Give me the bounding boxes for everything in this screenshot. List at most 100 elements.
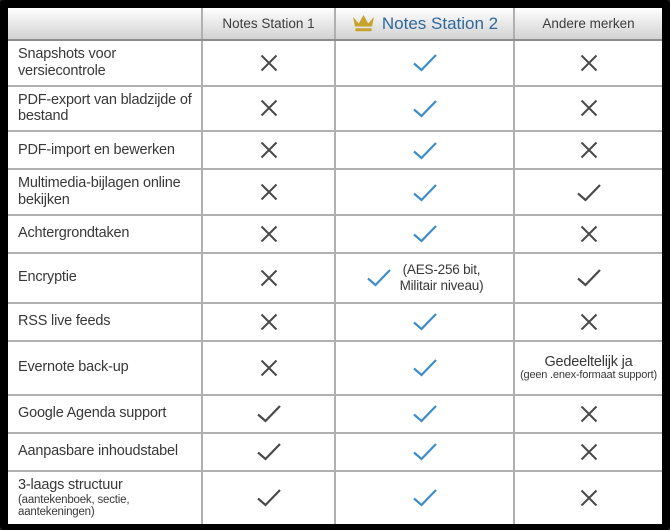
check-icon: [412, 183, 437, 202]
value-cell: [513, 132, 662, 169]
table-row: Achtergrondtaken: [8, 213, 662, 252]
value-cell: [201, 395, 334, 432]
crown-icon: [351, 14, 376, 33]
feature-label-cell: 3-laags structuur (aantekenboek, sectie, …: [8, 472, 201, 524]
cross-icon: [260, 183, 277, 201]
value-cell: [334, 303, 513, 340]
check-icon: [412, 100, 437, 118]
feature-label: PDF-import en bewerken: [18, 141, 175, 158]
partial-subtext: (geen .enex-formaat support): [520, 369, 657, 382]
partial-text: Gedeeltelijk ja: [544, 353, 633, 370]
check-icon: [576, 269, 601, 287]
check-icon: [256, 489, 281, 507]
feature-label-cell: PDF-import en bewerken: [8, 132, 201, 168]
value-cell: [513, 41, 662, 85]
value-cell: [513, 395, 662, 432]
feature-label-cell: Encryptie: [8, 254, 201, 302]
feature-label: Evernote back-up: [18, 359, 129, 376]
value-cell: [334, 86, 513, 131]
table-row: RSS live feeds: [8, 301, 662, 340]
feature-label-cell: Achtergrondtaken: [8, 216, 201, 252]
check-icon: [412, 313, 437, 331]
column-title: Andere merken: [542, 16, 635, 31]
cross-icon: [580, 54, 597, 72]
value-cell: [201, 303, 334, 340]
feature-label-cell: Multimedia-bijlagen online bekijken: [8, 170, 201, 214]
value-cell: [201, 41, 334, 85]
table-row: Google Agenda support: [8, 393, 662, 432]
value-cell: [513, 433, 662, 470]
cross-icon: [580, 313, 597, 331]
value-cell: [334, 41, 513, 85]
check-icon: [412, 225, 437, 243]
value-cell: [201, 215, 334, 252]
feature-label: PDF-export van bladzijde of bestand: [18, 91, 192, 125]
check-icon: [256, 405, 281, 423]
feature-label: Google Agenda support: [18, 405, 167, 422]
column-title: Notes Station 1: [222, 16, 315, 31]
value-cell: [513, 303, 662, 340]
value-cell: [201, 471, 334, 524]
value-cell: [334, 132, 513, 169]
feature-label: Aanpasbare inhoudstabel: [18, 443, 178, 460]
feature-label-cell: Evernote back-up: [8, 342, 201, 394]
feature-label: Achtergrondtaken: [18, 225, 130, 242]
cross-icon: [260, 359, 277, 377]
comparison-table: Notes Station 1 Notes Station 2 Andere m…: [8, 8, 662, 524]
cross-icon: [580, 142, 597, 159]
feature-label-cell: PDF-export van bladzijde of bestand: [8, 87, 201, 131]
table-row: Evernote back-up Gedeeltelijk ja (geen .en…: [8, 339, 662, 394]
table-body: Snapshots voor versiecontrole PDF-export …: [8, 41, 662, 524]
check-icon: [412, 489, 437, 507]
check-icon: [412, 141, 437, 160]
feature-label-cell: Google Agenda support: [8, 396, 201, 432]
feature-label: Encryptie: [18, 269, 77, 286]
table-row: Multimedia-bijlagen online bekijken: [8, 168, 662, 214]
cross-icon: [580, 225, 597, 243]
check-note: (AES-256 bit, Militair niveau): [399, 261, 484, 293]
value-cell: [334, 471, 513, 524]
cross-icon: [580, 405, 597, 423]
feature-sublabel: (aantekenboek, sectie, aantekeningen): [18, 493, 130, 519]
check-with-note: (AES-256 bit, Militair niveau): [364, 256, 486, 300]
cross-icon: [580, 489, 597, 507]
table-row: Aanpasbare inhoudstabel: [8, 431, 662, 470]
cross-icon: [260, 313, 277, 331]
header-andere-merken: Andere merken: [513, 8, 662, 39]
check-icon: [412, 54, 437, 72]
value-cell: [334, 170, 513, 214]
table-row: Encryptie (AES-256 bit, Militair niveau): [8, 251, 662, 302]
feature-label: Multimedia-bijlagen online bekijken: [18, 175, 181, 209]
feature-label-cell: RSS live feeds: [8, 304, 201, 340]
value-cell: [334, 341, 513, 394]
table-row: Snapshots voor versiecontrole: [8, 41, 662, 85]
cross-icon: [260, 54, 277, 72]
value-cell: [513, 253, 662, 302]
value-cell: [201, 341, 334, 394]
feature-label-cell: Snapshots voor versiecontrole: [8, 41, 201, 85]
column-title: Notes Station 2: [381, 13, 499, 33]
check-icon: [256, 443, 281, 461]
value-cell: [513, 471, 662, 524]
check-icon: [412, 443, 437, 461]
header-feature-column: [8, 8, 201, 39]
value-cell: [201, 170, 334, 214]
value-cell: [201, 132, 334, 169]
value-cell: [201, 253, 334, 302]
value-cell: [513, 215, 662, 252]
value-cell: [513, 86, 662, 131]
feature-label: RSS live feeds: [18, 313, 111, 330]
check-icon: [366, 269, 391, 287]
cross-icon: [260, 225, 277, 243]
value-cell: Gedeeltelijk ja (geen .enex-formaat suppo…: [513, 341, 662, 394]
value-cell: [513, 170, 662, 214]
value-cell: [334, 215, 513, 252]
check-icon: [412, 405, 437, 423]
table-header: Notes Station 1 Notes Station 2 Andere m…: [8, 8, 662, 41]
cross-icon: [580, 443, 597, 461]
value-cell: [201, 86, 334, 131]
header-notes-station-1: Notes Station 1: [201, 8, 334, 39]
cross-icon: [260, 142, 277, 159]
header-notes-station-2: Notes Station 2: [334, 8, 513, 39]
